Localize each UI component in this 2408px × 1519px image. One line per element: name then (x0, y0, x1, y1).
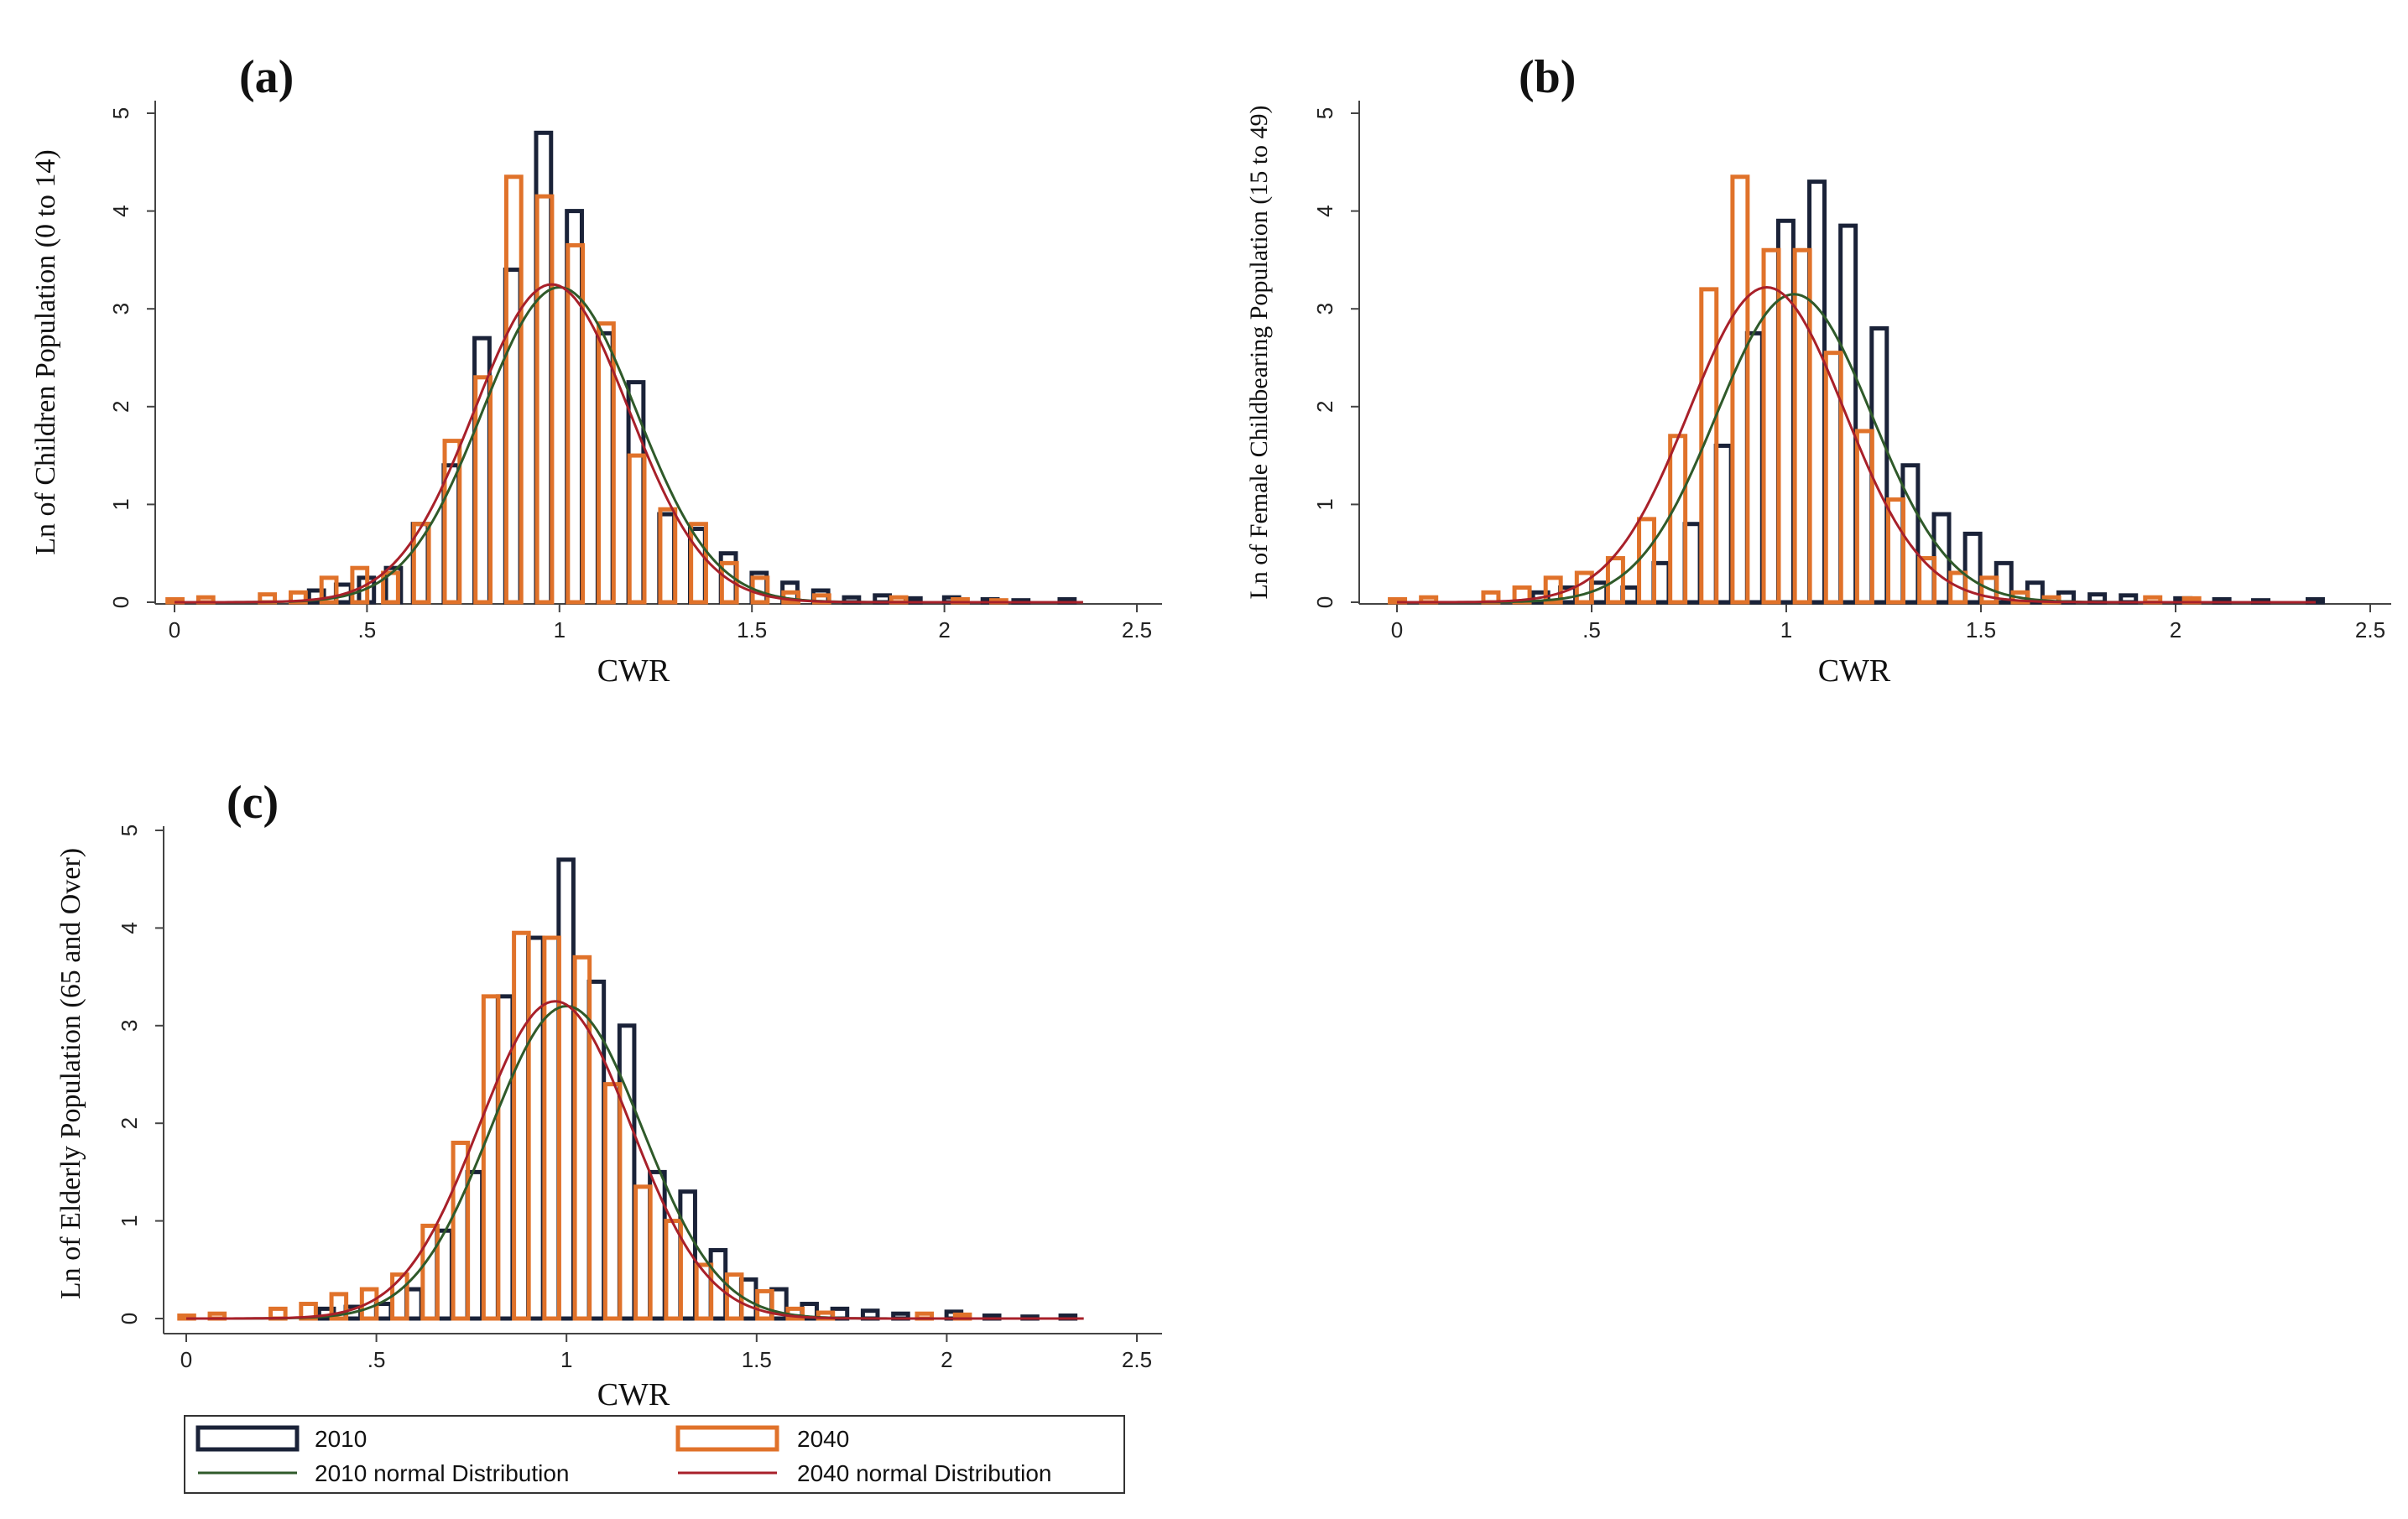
y-tick-label: 2 (1312, 401, 1337, 413)
y-tick-label: 3 (117, 1020, 142, 1032)
panel-c: 0 1 2 3 4 5 0 .5 1 1.5 2 2.5 (c) CWR Ln of Elderly Pop… (55, 777, 1162, 1412)
x-tick-label: .5 (367, 1347, 386, 1372)
normal-curve-2040 (186, 1000, 1084, 1320)
bar-2040 (1761, 247, 1781, 605)
bar-2040 (633, 1184, 653, 1321)
bar-2040 (694, 1262, 714, 1321)
x-tick-label: 1 (1780, 617, 1792, 642)
x-tick-label: 2.5 (2355, 617, 2385, 642)
y-axis-title: Ln of Elderly Population (65 and Over) (55, 848, 86, 1299)
y-tick-label: 4 (108, 205, 133, 216)
x-tick-label: 1.5 (737, 617, 767, 642)
bar-2040 (1699, 287, 1719, 605)
legend-label-2040: 2040 (797, 1426, 849, 1452)
y-axis-title: Ln of Children Population (0 to 14) (30, 149, 61, 555)
bar-2040 (534, 194, 555, 605)
legend-swatch-2010 (195, 1425, 300, 1452)
bar-2040 (481, 994, 501, 1321)
bar-2040 (597, 321, 616, 605)
y-tick-label: 5 (117, 825, 142, 836)
x-tick-label: 2.5 (1122, 617, 1152, 642)
bar-2040 (627, 453, 647, 605)
x-tick-label: .5 (358, 617, 377, 642)
normal-curve-2040 (175, 283, 1083, 604)
x-tick-label: 2.5 (1122, 1347, 1152, 1372)
x-tick-label: 2 (2170, 617, 2181, 642)
panel-a: 0 1 2 3 4 5 0 .5 1 1.5 2 2.5 (a) CWR Ln of Children Po… (30, 51, 1162, 689)
y-tick-label: 0 (117, 1313, 142, 1324)
bar-2040 (1854, 429, 1874, 605)
x-axis-title: CWR (597, 653, 670, 689)
bar-2040 (1948, 570, 1968, 605)
x-tick-label: 1 (560, 1347, 572, 1372)
y-tick-label: 5 (108, 107, 133, 119)
x-axis-title: CWR (597, 1377, 670, 1412)
bar-2040 (512, 930, 531, 1321)
bar-2040 (542, 935, 561, 1321)
bar-2040 (411, 522, 431, 605)
normal-curve-2040 (1397, 285, 2316, 604)
x-tick-label: 0 (169, 617, 180, 642)
bar-2040 (1886, 497, 1905, 605)
y-tick-label: 1 (1312, 498, 1337, 510)
y-tick-label: 0 (108, 596, 133, 608)
y-tick-label: 2 (117, 1117, 142, 1129)
x-tick-label: 2 (941, 1347, 952, 1372)
bar-2040 (1979, 575, 1999, 605)
y-axis-title: Ln of Female Childbearing Population (15… (1245, 105, 1273, 599)
bar-2040 (689, 522, 708, 605)
bar-2040 (1543, 575, 1563, 605)
bar-2040 (664, 1219, 683, 1321)
bar-2010 (306, 588, 326, 605)
panel-label: (c) (227, 777, 279, 829)
x-tick-label: 2 (938, 617, 950, 642)
bar-2040 (503, 174, 524, 605)
panel-label: (a) (239, 51, 294, 103)
bar-2040 (473, 375, 493, 605)
panel-label: (b) (1519, 51, 1576, 103)
bar-2040 (602, 1082, 623, 1321)
bar-2040 (572, 955, 592, 1321)
legend-label-2010-normal: 2010 normal Distribution (315, 1460, 570, 1486)
y-tick-label: 4 (1312, 205, 1337, 216)
x-tick-label: 0 (1391, 617, 1403, 642)
y-tick-label: 1 (117, 1215, 142, 1226)
x-tick-label: .5 (1582, 617, 1601, 642)
bar-2010 (1962, 531, 1983, 605)
bar-2040 (566, 242, 586, 605)
bar-2040 (329, 1292, 349, 1321)
bar-2040 (1823, 351, 1843, 605)
bar-2040 (319, 575, 339, 605)
bar-2040 (1730, 174, 1750, 605)
legend-label-2040-normal: 2040 normal Distribution (797, 1460, 1052, 1486)
bar-2040 (719, 560, 739, 605)
y-tick-label: 4 (117, 922, 142, 934)
y-tick-label: 5 (1312, 107, 1337, 119)
x-tick-label: 1 (554, 617, 566, 642)
bar-2040 (658, 507, 678, 605)
x-axis-title: CWR (1818, 653, 1891, 689)
y-tick-label: 2 (108, 401, 133, 413)
bar-2040 (451, 1140, 471, 1321)
x-tick-label: 1.5 (742, 1347, 772, 1372)
legend-swatch-2040 (675, 1425, 779, 1452)
bar-2040 (1792, 247, 1812, 605)
bar-2040 (420, 1223, 440, 1321)
x-tick-label: 1.5 (1966, 617, 1996, 642)
legend-label-2010: 2010 (315, 1426, 367, 1452)
y-tick-label: 0 (1312, 596, 1337, 608)
legend: 2010 2040 2010 normal Distribution 2040 … (184, 1415, 1125, 1494)
x-tick-label: 0 (180, 1347, 192, 1372)
y-tick-label: 1 (108, 498, 133, 510)
y-tick-label: 3 (108, 303, 133, 315)
bar-2040 (1605, 556, 1625, 605)
bar-2040 (442, 439, 462, 605)
bar-2040 (1917, 556, 1937, 605)
y-tick-label: 3 (1312, 303, 1337, 315)
legend-frame (184, 1415, 1125, 1494)
panel-b: 0 1 2 3 4 5 0 .5 1 1.5 2 2.5 (b) CWR Ln of Female Chil… (1245, 51, 2391, 689)
